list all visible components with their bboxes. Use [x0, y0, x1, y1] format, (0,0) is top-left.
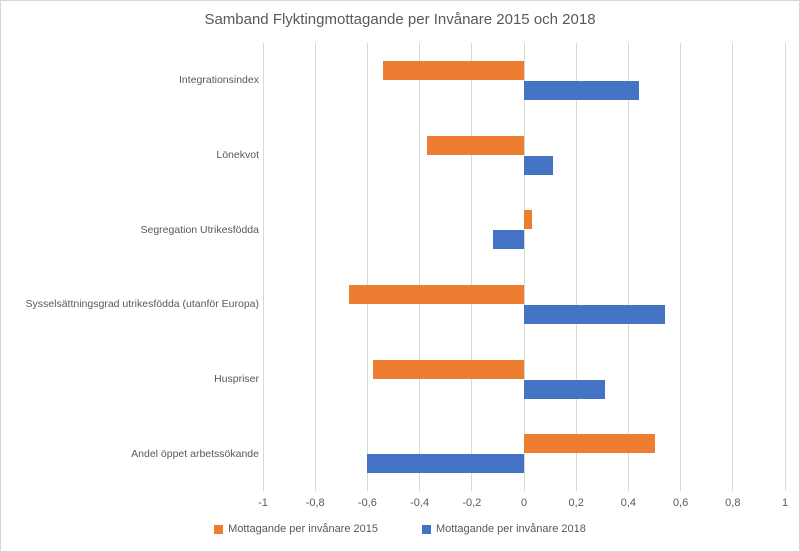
category-label: Integrationsindex — [179, 74, 259, 87]
bar-series-2 — [524, 80, 639, 100]
x-tick-label: -0,8 — [305, 497, 325, 509]
x-tick-label: 0,4 — [620, 497, 637, 509]
category-label: Andel öppet arbetssökande — [131, 447, 259, 460]
category-axis: Integrationsindex Lönekvot Segregation Utr… — [5, 43, 259, 491]
bar-series-1 — [427, 135, 524, 155]
gridline — [523, 43, 525, 491]
bar-series-1 — [524, 210, 532, 230]
legend-item-2: Mottagande per invånare 2018 — [422, 523, 586, 535]
bar-series-1 — [524, 434, 655, 454]
gridline — [419, 43, 421, 491]
legend-label: Mottagande per invånare 2015 — [228, 523, 378, 535]
legend-swatch-icon — [214, 524, 224, 534]
gridline — [262, 43, 264, 491]
legend-item-1: Mottagande per invånare 2015 — [214, 523, 378, 535]
gridline — [314, 43, 316, 491]
x-tick-label: 0,2 — [568, 497, 584, 509]
bar-series-2 — [524, 379, 605, 399]
x-tick-label: -0,4 — [410, 497, 430, 509]
gridline — [680, 43, 682, 491]
x-tick-label: 0,8 — [725, 497, 741, 509]
legend-label: Mottagande per invånare 2018 — [436, 523, 586, 535]
gridline — [575, 43, 577, 491]
x-tick-label: 0,6 — [672, 497, 689, 509]
category-label: Lönekvot — [216, 148, 259, 161]
category-label: Huspriser — [214, 372, 259, 385]
category-label: Sysselsättningsgrad utrikesfödda (utanfö… — [25, 298, 259, 311]
bar-series-1 — [372, 359, 524, 379]
plot-area — [262, 43, 786, 491]
x-tick-label: -0,6 — [357, 497, 377, 509]
legend-swatch-icon — [422, 524, 431, 534]
gridline — [784, 43, 786, 491]
gridline — [366, 43, 368, 491]
bar-series-1 — [383, 60, 524, 80]
bar-series-2 — [367, 454, 524, 474]
x-tick-label: 1 — [781, 497, 789, 509]
x-tick-label: -1 — [258, 497, 268, 509]
legend: Mottagande per invånare 2015 Mottagande p… — [1, 523, 799, 535]
gridline — [627, 43, 629, 491]
gridline — [732, 43, 734, 491]
x-axis: -1 -0,8 -0,6 -0,4 -0,2 0 0,2 0,4 0,6 0,8 1 — [1, 497, 799, 511]
chart-title: Samband Flyktingmottagande per Invånare … — [204, 11, 596, 28]
bar-series-2 — [492, 230, 524, 250]
category-label: Segregation Utrikesfödda — [140, 223, 260, 236]
bar-series-1 — [349, 284, 524, 304]
bar-series-2 — [524, 155, 553, 175]
bar-series-2 — [524, 304, 665, 324]
gridline — [471, 43, 473, 491]
x-tick-label: -0,2 — [462, 497, 482, 509]
x-tick-label: 0 — [520, 497, 528, 509]
